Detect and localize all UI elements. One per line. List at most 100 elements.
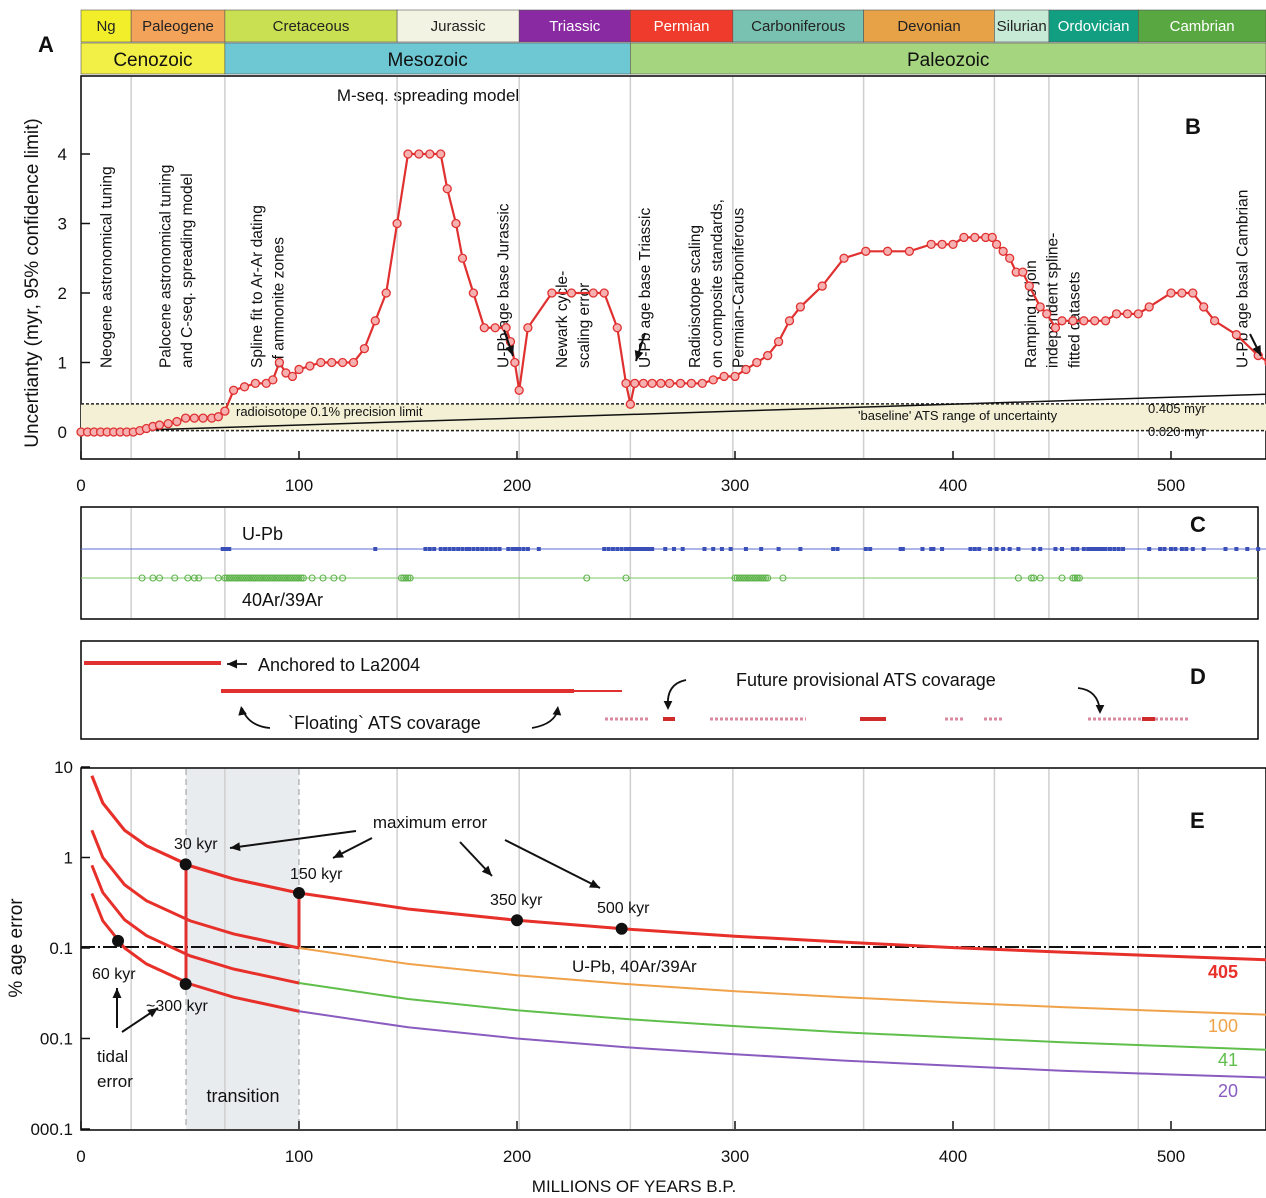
b-xtick-label-0: 0: [76, 476, 85, 495]
uncertainty-point: [647, 378, 657, 389]
upb-date: [423, 547, 428, 551]
upb-date: [506, 547, 511, 551]
uncertainty-point: [630, 378, 640, 389]
b-xtick-label-5: 500: [1157, 476, 1185, 495]
panel-b-annotation-7: scaling error: [576, 283, 593, 368]
uncertainty-point: [904, 246, 915, 256]
uncertainty-point: [1122, 309, 1133, 319]
upb-date: [460, 547, 465, 551]
precision-limit-label: radioisotope 0.1% precision limit: [236, 404, 423, 419]
uncertainty-point: [1005, 253, 1015, 263]
arar-date: [1014, 574, 1022, 582]
baseline-range-label: 'baseline' ATS range of uncertainty: [858, 408, 1058, 423]
uncertainty-point: [1199, 302, 1209, 312]
upb-arar-label: U-Pb, 40Ar/39Ar: [572, 957, 697, 976]
arar-date: [195, 574, 203, 582]
arar-date: [1036, 574, 1044, 582]
period-label-6: Carboniferous: [751, 18, 845, 35]
upb-date: [1169, 547, 1173, 551]
upb-date: [484, 547, 489, 551]
period-box-7: [863, 9, 995, 43]
upb-date: [1101, 547, 1106, 551]
uncertainty-point: [228, 385, 239, 395]
period-box-4: [518, 9, 631, 43]
upb-date: [1001, 547, 1006, 551]
upb-date: [521, 547, 526, 551]
upb-date: [619, 547, 624, 551]
arar-date: [761, 574, 770, 582]
upb-date: [900, 547, 905, 551]
x-axis-label: MILLIONS OF YEARS B.P.: [532, 1177, 736, 1196]
upb-date: [634, 547, 639, 551]
period-box-0: [80, 9, 132, 43]
upb-date: [615, 547, 620, 551]
upb-date: [1070, 547, 1075, 551]
panel-letter-d: D: [1190, 664, 1206, 689]
uncertainty-point: [305, 361, 315, 371]
upb-date: [630, 547, 635, 551]
b-ytick-label-2: 2: [58, 284, 67, 303]
period-box-1: [130, 9, 226, 43]
uncertainty-point: [370, 316, 380, 326]
upb-date: [517, 547, 522, 551]
uncertainty-point: [436, 149, 446, 159]
uncertainty-point: [970, 232, 980, 243]
uncertainty-point: [442, 184, 452, 194]
uncertainty-point: [1068, 316, 1078, 326]
point-label-0: 60 kyr: [92, 966, 136, 983]
upb-date: [647, 547, 652, 551]
e-ytick-label-1: 1: [64, 849, 73, 868]
arar-date: [1075, 574, 1083, 582]
arar-date: [583, 574, 591, 582]
panel-b-frame: [80, 75, 1266, 460]
uncertainty-point: [1177, 288, 1187, 298]
upb-date: [1086, 547, 1091, 551]
jurassic-arrow-head: [505, 345, 514, 356]
uncertainty-point: [752, 357, 762, 368]
upb-date: [1112, 547, 1117, 551]
period-bar: Ng Paleogene Cretaceous Jurassic Triassic Per…: [80, 9, 1266, 43]
uncertainty-point: [1188, 288, 1198, 298]
curve-label-100: 100: [1208, 1016, 1238, 1036]
b-xtick-label-3: 300: [721, 476, 749, 495]
era-box-0: [80, 42, 226, 75]
uncertainty-point: [451, 218, 461, 229]
era-label-2: Paleozoic: [907, 50, 989, 71]
arar-date: [402, 574, 410, 582]
panel-b-annotation-3: Spline fit to Ar-Ar dating: [249, 205, 266, 368]
tidal-arrow-1-head: [112, 988, 122, 999]
arar-date: [779, 574, 787, 582]
labeled-points: 60 kyr ~300 kyr 30 kyr 150 kyr 350 kyr 500 ky…: [92, 836, 650, 1015]
uncertainty-point: [795, 302, 806, 312]
upb-date: [759, 547, 764, 551]
e-ytick-label-3: 00.1: [40, 1030, 73, 1049]
transition-region: [186, 769, 299, 1129]
upb-date: [602, 547, 607, 551]
uncertainty-point: [686, 378, 697, 389]
panel-b-annotation-0: Neogene astronomical tuning: [99, 166, 116, 368]
upb-date: [606, 547, 611, 551]
period-label-3: Jurassic: [431, 18, 487, 35]
upb-date: [632, 547, 637, 551]
uncertainty-point: [1050, 323, 1061, 333]
floating-left-arrow-curve: [241, 707, 271, 729]
upb-date: [471, 547, 476, 551]
upb-date: [702, 547, 707, 551]
uncertainty-point: [588, 288, 598, 298]
upb-date: [1007, 547, 1012, 551]
max-error-label: maximum error: [373, 813, 488, 832]
upb-date: [515, 547, 519, 551]
uncertainty-point: [1057, 316, 1067, 326]
upb-date: [639, 547, 644, 551]
upb-date: [1201, 547, 1206, 551]
uncertainty-point: [1166, 288, 1176, 298]
uncertainty-point: [621, 378, 631, 389]
uncertainty-point: [213, 412, 223, 422]
period-box-2: [224, 9, 398, 43]
upb-date: [1162, 547, 1167, 551]
uncertainty-point: [861, 246, 871, 256]
uncertainty-point: [664, 378, 675, 389]
panel-b-annotation-13: independent spline-: [1045, 233, 1062, 368]
uncertainty-point: [381, 288, 391, 298]
upb-date: [1092, 547, 1097, 551]
